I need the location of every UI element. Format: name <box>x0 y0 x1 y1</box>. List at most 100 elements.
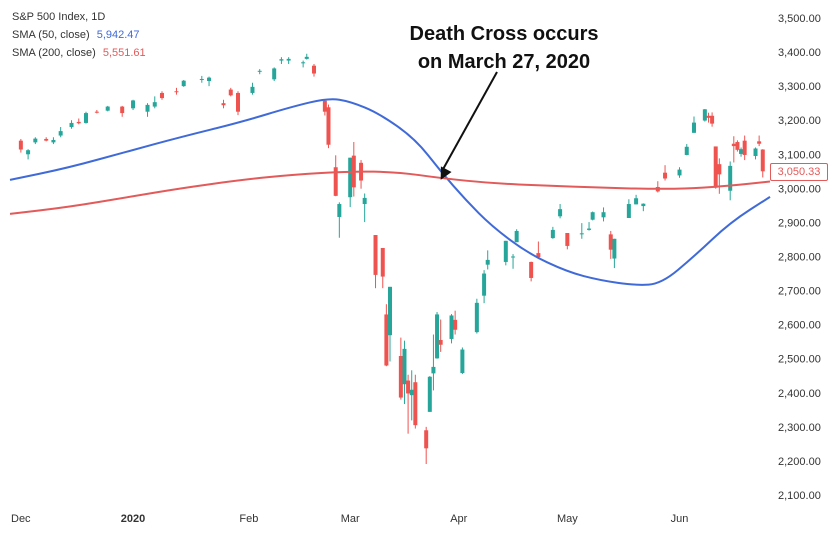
y-tick-label: 2,300.00 <box>778 422 821 434</box>
candle <box>322 99 327 116</box>
y-tick-label: 3,400.00 <box>778 47 821 59</box>
candle-body <box>44 138 49 141</box>
x-tick-label: Apr <box>450 513 467 525</box>
candle <box>388 286 392 362</box>
candle <box>26 149 31 160</box>
candle-body <box>710 115 715 124</box>
candle-body <box>431 366 436 374</box>
candle-body <box>94 111 99 113</box>
y-axis[interactable]: 3,500.00 3,400.00 3,300.00 3,200.00 3,100.00… <box>778 13 821 502</box>
y-tick-label: 2,400.00 <box>778 388 821 400</box>
candle-body <box>228 89 233 96</box>
candle-body <box>348 157 353 198</box>
candle <box>301 60 306 68</box>
y-tick-label: 2,200.00 <box>778 456 821 468</box>
x-axis[interactable]: Dec 2020 Feb Mar Apr May Jun <box>11 513 688 525</box>
candle <box>33 137 38 145</box>
candle-body <box>384 314 389 366</box>
candle <box>710 112 715 127</box>
y-tick-label: 2,100.00 <box>778 490 821 502</box>
candle-body <box>587 228 592 230</box>
y-tick-label: 3,500.00 <box>778 13 821 25</box>
arrow-shaft <box>441 71 498 171</box>
candle-body <box>529 261 534 278</box>
candle-body <box>160 92 164 99</box>
candle <box>221 99 226 109</box>
chart-legend: S&P 500 Index, 1D SMA (50, close) 5,942.… <box>12 8 146 62</box>
candle-body <box>427 376 432 412</box>
candle <box>565 232 570 250</box>
y-tick-label: 3,100.00 <box>778 149 821 161</box>
candle <box>160 91 164 100</box>
candle-body <box>449 315 454 339</box>
candle-body <box>120 106 125 114</box>
y-tick-label: 2,700.00 <box>778 286 821 298</box>
candle <box>181 80 186 87</box>
candle-body <box>272 68 277 80</box>
candle <box>626 199 631 218</box>
candle-body <box>760 149 765 172</box>
candle <box>529 261 534 282</box>
candle <box>663 165 668 181</box>
candle-body <box>76 121 81 124</box>
candle <box>460 347 465 375</box>
candle-body <box>634 198 639 205</box>
candle <box>105 105 110 112</box>
candle <box>351 142 356 197</box>
candle-body <box>692 122 696 133</box>
candle-body <box>601 212 606 218</box>
candle-body <box>460 349 465 374</box>
candle-body <box>663 172 668 179</box>
candle <box>634 194 639 205</box>
candle <box>753 147 758 160</box>
candle-body <box>757 141 762 144</box>
candle <box>409 370 414 421</box>
candle-body <box>536 253 541 258</box>
candle <box>702 108 707 122</box>
candle-body <box>333 167 338 196</box>
candle <box>579 223 584 239</box>
candle <box>337 202 342 238</box>
candle-body <box>511 256 516 258</box>
x-tick-label: 2020 <box>121 513 145 525</box>
candle-body <box>453 319 458 330</box>
candle-body <box>742 140 747 155</box>
candle <box>692 116 696 133</box>
legend-sma50: SMA (50, close) 5,942.47 <box>12 26 146 44</box>
arrow-head <box>440 166 452 180</box>
candle-body <box>485 259 490 265</box>
candle <box>228 87 233 97</box>
candle-body <box>322 100 327 112</box>
legend-main: S&P 500 Index, 1D <box>12 8 146 26</box>
candle <box>612 238 617 269</box>
candle-body <box>579 233 584 235</box>
candle <box>684 144 689 156</box>
candle-body <box>474 302 479 333</box>
candle-body <box>207 77 212 82</box>
candle <box>608 230 613 259</box>
candle-body <box>435 314 440 359</box>
candle-body <box>26 150 31 155</box>
candle <box>402 340 407 405</box>
candle <box>207 76 212 87</box>
candle <box>286 57 291 64</box>
candle <box>731 136 736 163</box>
candle-body <box>145 104 150 112</box>
candle-body <box>337 204 342 217</box>
legend-sma200: SMA (200, close) 5,551.61 <box>12 44 146 62</box>
candle <box>380 247 385 289</box>
candle-body <box>84 113 88 123</box>
y-tick-label: 2,800.00 <box>778 252 821 264</box>
candle <box>482 270 487 304</box>
last-price-badge: 3,050.33 <box>770 163 828 181</box>
candle <box>250 82 255 95</box>
legend-sma50-value: 5,942.47 <box>96 29 140 41</box>
candle <box>359 160 364 189</box>
candle <box>413 374 418 429</box>
candle <box>279 57 284 64</box>
candle-body <box>717 164 722 175</box>
y-tick-label: 3,200.00 <box>778 115 821 127</box>
candle <box>18 138 23 153</box>
candle <box>120 105 125 117</box>
